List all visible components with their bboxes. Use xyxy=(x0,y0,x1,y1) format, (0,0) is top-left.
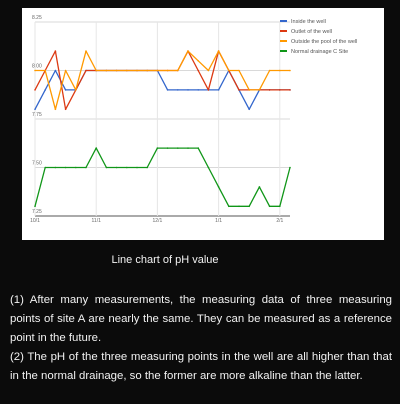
legend-label: Normal drainage C Site xyxy=(291,49,348,55)
data-point xyxy=(34,69,36,72)
data-point xyxy=(197,89,199,91)
data-point xyxy=(64,89,67,91)
data-point xyxy=(146,166,148,169)
data-point xyxy=(228,69,230,72)
data-point xyxy=(217,50,220,52)
data-point xyxy=(44,89,46,91)
data-point xyxy=(268,205,271,208)
data-point xyxy=(268,89,271,91)
data-point xyxy=(248,108,250,111)
data-point xyxy=(197,147,199,149)
series-line xyxy=(34,147,291,207)
data-point xyxy=(228,205,230,208)
data-point xyxy=(166,89,169,91)
data-point xyxy=(177,147,179,149)
data-point xyxy=(54,166,57,169)
data-point xyxy=(34,205,36,208)
legend-label: Inside the well xyxy=(291,19,326,25)
y-tick-label: 7.50 xyxy=(32,161,42,167)
x-tick-label: 12/1 xyxy=(153,218,163,224)
data-point xyxy=(217,89,220,91)
legend-label: Outlet of the well xyxy=(291,29,332,35)
data-point xyxy=(95,147,97,149)
data-point xyxy=(156,69,159,72)
data-point xyxy=(248,89,250,91)
data-point xyxy=(54,108,57,111)
data-point xyxy=(238,205,240,208)
data-point xyxy=(64,69,67,72)
data-point xyxy=(126,166,128,169)
data-point xyxy=(34,89,36,91)
data-point xyxy=(54,50,57,52)
data-point xyxy=(75,89,77,91)
data-point xyxy=(95,69,97,72)
y-tick-label: 8.25 xyxy=(32,15,42,21)
data-point xyxy=(166,147,169,149)
data-point xyxy=(105,166,108,169)
data-point xyxy=(279,205,281,208)
data-point xyxy=(187,50,189,52)
data-point xyxy=(258,89,261,91)
data-point xyxy=(136,166,138,169)
data-point xyxy=(44,69,46,72)
data-point xyxy=(197,60,199,62)
data-point xyxy=(177,69,179,72)
data-point xyxy=(136,69,138,72)
data-point xyxy=(217,186,220,188)
series-line xyxy=(35,50,290,110)
data-point xyxy=(289,89,291,91)
data-point xyxy=(197,69,199,72)
data-point xyxy=(238,69,240,72)
chart-caption: Line chart of pH value xyxy=(111,254,219,266)
data-point xyxy=(207,166,210,169)
data-point xyxy=(238,89,240,91)
data-point xyxy=(289,166,291,169)
data-point xyxy=(248,205,250,208)
x-tick-label: 1/1 xyxy=(215,218,222,224)
x-tick-label: 11/1 xyxy=(92,218,102,224)
legend-label: Outside the pool of the well xyxy=(291,39,357,45)
data-point xyxy=(279,69,281,72)
data-point xyxy=(54,69,57,72)
chart-panel: 7.25 7.50 7.75 8.00 8.25 10/1 11/1 12/1 1/1 2/1 In… xyxy=(22,8,384,240)
answer-point-1: (1) After many measurements, the measuri… xyxy=(10,294,392,344)
data-point xyxy=(187,147,189,149)
answer-text: (1) After many measurements, the measuri… xyxy=(10,291,392,386)
data-point xyxy=(126,69,128,72)
data-point xyxy=(115,166,118,169)
data-point xyxy=(156,147,159,149)
data-point xyxy=(115,69,118,72)
data-point xyxy=(268,69,271,72)
y-tick-label: 7.25 xyxy=(32,209,42,215)
data-point xyxy=(85,50,87,52)
data-point xyxy=(105,69,108,72)
y-tick-label: 7.75 xyxy=(32,112,42,118)
data-point xyxy=(187,89,189,91)
data-point xyxy=(279,89,281,91)
data-point xyxy=(258,186,261,188)
data-point xyxy=(44,166,46,169)
data-point xyxy=(85,69,87,72)
x-tick-label: 10/1 xyxy=(30,218,40,224)
data-point xyxy=(166,69,169,72)
data-point xyxy=(85,166,87,169)
data-point xyxy=(177,89,179,91)
data-point xyxy=(34,108,36,111)
data-point xyxy=(207,69,210,72)
answer-point-2: (2) The pH of the three measuring points… xyxy=(10,351,392,382)
data-point xyxy=(75,166,77,169)
ph-line-chart: 7.25 7.50 7.75 8.00 8.25 10/1 11/1 12/1 1/1 2/1 In… xyxy=(30,15,357,224)
data-point xyxy=(207,89,210,91)
x-tick-label: 2/1 xyxy=(276,218,283,224)
y-tick-label: 8.00 xyxy=(32,64,42,70)
data-point xyxy=(64,108,67,111)
data-point xyxy=(289,69,291,72)
data-point xyxy=(146,69,148,72)
data-point xyxy=(64,166,67,169)
